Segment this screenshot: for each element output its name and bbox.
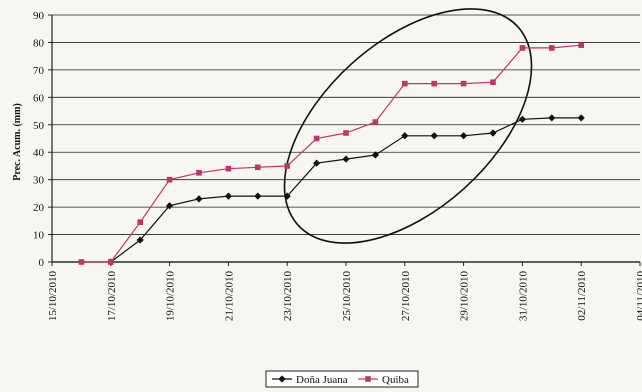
series-line xyxy=(81,44,582,263)
data-point xyxy=(166,176,173,183)
y-axis-label: Prec. Acum. (mm) xyxy=(12,103,23,181)
data-point xyxy=(166,202,174,210)
y-tick-labels: 0 10 20 30 40 50 60 70 80 90 xyxy=(33,10,45,269)
legend-marker xyxy=(278,375,286,383)
data-point xyxy=(371,151,379,159)
data-point xyxy=(284,163,290,169)
y-tick-label: 80 xyxy=(33,37,45,49)
data-point xyxy=(137,219,143,226)
x-tick-label: 29/10/2010 xyxy=(459,271,471,322)
data-point xyxy=(430,132,438,140)
data-point xyxy=(401,132,409,140)
data-point xyxy=(578,42,584,48)
chart-axes xyxy=(48,14,641,266)
x-tick-label: 19/10/2010 xyxy=(165,271,177,322)
x-tick-label: 15/10/2010 xyxy=(47,271,59,322)
data-point xyxy=(78,259,85,265)
data-point xyxy=(343,130,349,136)
y-tick-label: 10 xyxy=(33,230,45,242)
data-point xyxy=(518,115,526,123)
y-tick-label: 40 xyxy=(33,147,45,159)
y-tick-label: 30 xyxy=(33,175,45,187)
x-tick-label: 31/10/2010 xyxy=(517,271,529,322)
y-tick-label: 70 xyxy=(33,65,45,77)
x-tick-label: 02/11/2010 xyxy=(576,271,588,321)
series-1 xyxy=(78,42,584,265)
data-point xyxy=(460,132,468,140)
data-point xyxy=(549,45,555,51)
data-point xyxy=(548,114,556,122)
x-tick-label: 21/10/2010 xyxy=(223,271,235,322)
data-point xyxy=(490,79,496,86)
legend-label: Doña Juana xyxy=(296,374,348,386)
data-point xyxy=(460,80,467,87)
y-tick-label: 90 xyxy=(33,10,45,22)
data-point xyxy=(196,170,202,176)
legend-box xyxy=(265,370,419,388)
series-line xyxy=(110,117,582,263)
data-point xyxy=(342,155,350,163)
data-point xyxy=(195,195,203,203)
data-point xyxy=(254,192,262,200)
x-tick-label: 27/10/2010 xyxy=(400,271,412,322)
legend-label: Quiba xyxy=(382,374,409,386)
series-layer xyxy=(78,42,585,266)
x-tick-label: 17/10/2010 xyxy=(106,271,118,322)
data-point xyxy=(108,259,114,265)
legend-item: Quiba xyxy=(358,374,409,386)
series-0 xyxy=(107,114,585,266)
legend-item: Doña Juana xyxy=(272,374,348,386)
data-point xyxy=(372,119,379,125)
y-tick-label: 50 xyxy=(33,120,45,132)
data-point xyxy=(255,164,261,171)
data-point xyxy=(283,192,291,200)
data-point xyxy=(313,135,320,142)
highlight-ellipse xyxy=(283,8,533,244)
y-tick-label: 20 xyxy=(33,202,45,214)
x-tick-label: 04/11/2010 xyxy=(635,271,642,321)
data-point xyxy=(313,159,321,167)
x-tick-label: 25/10/2010 xyxy=(341,271,353,322)
data-point xyxy=(431,80,437,87)
legend: Doña Juana Quiba xyxy=(265,370,419,388)
x-tick-label: 23/10/2010 xyxy=(282,271,294,322)
data-point xyxy=(519,45,526,51)
data-point xyxy=(136,236,144,244)
data-point xyxy=(489,129,497,137)
data-point xyxy=(224,192,232,200)
data-point xyxy=(225,165,232,172)
data-point xyxy=(577,114,585,122)
x-tick-labels: 15/10/2010 17/10/2010 19/10/2010 21/10/2010… xyxy=(47,271,642,322)
legend-marker xyxy=(365,376,371,382)
data-point xyxy=(402,80,408,87)
y-tick-label: 0 xyxy=(39,257,45,269)
y-tick-label: 60 xyxy=(33,92,45,104)
